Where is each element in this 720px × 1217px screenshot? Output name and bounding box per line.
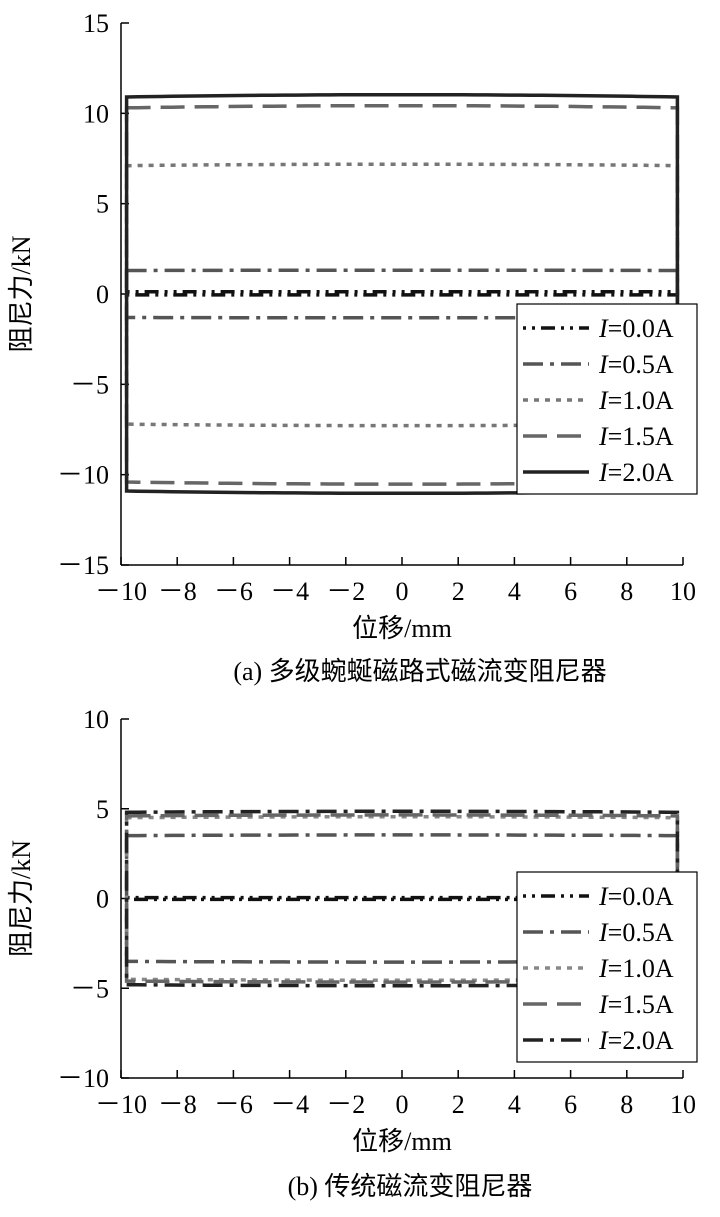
series-line-0 — [124, 290, 680, 297]
x-tick-label: 6 — [564, 577, 577, 606]
y-tick-label: －10 — [57, 1064, 109, 1093]
x-tick-label: 10 — [670, 577, 696, 606]
panel-a-caption: (a) 多级蜿蜒磁路式磁流变阻尼器 — [233, 657, 606, 686]
x-tick-label: －4 — [270, 1090, 309, 1119]
x-tick-label: －2 — [326, 1090, 365, 1119]
y-tick-label: －10 — [57, 461, 109, 490]
x-tick-label: －6 — [214, 1090, 253, 1119]
legend-label-2: I=1.0A — [598, 386, 674, 415]
legend-label-0: I=0.0A — [598, 314, 674, 343]
x-tick-label: －8 — [158, 1090, 197, 1119]
x-tick-label: －10 — [95, 1090, 147, 1119]
panel-b-chart: －10 －8 －6 －4 －2 0 2 4 6 8 10 －10 －5 0 5 10 位移/mm 阻尼力/kN I=… — [7, 705, 698, 1156]
series-line-2 — [124, 815, 680, 982]
y-tick-label: －5 — [70, 370, 109, 399]
legend-label-1: I=0.5A — [598, 918, 674, 947]
x-tick-label: 6 — [564, 1090, 577, 1119]
panel-b-caption: (b) 传统磁流变阻尼器 — [288, 1172, 533, 1201]
x-tick-label: －4 — [270, 577, 309, 606]
x-tick-label: 4 — [508, 1090, 521, 1119]
x-tick-label: －2 — [326, 577, 365, 606]
legend-label-4: I=2.0A — [598, 1026, 674, 1055]
y-tick-label: －15 — [57, 551, 109, 580]
legend-label-3: I=1.5A — [598, 990, 674, 1019]
legend-label-0: I=0.0A — [598, 882, 674, 911]
x-tick-label: 0 — [396, 577, 409, 606]
legend-label-2: I=1.0A — [598, 954, 674, 983]
y-tick-label: 10 — [83, 99, 109, 128]
x-tick-label: 8 — [620, 577, 633, 606]
y-tick-label: 0 — [96, 280, 109, 309]
x-tick-label: －10 — [95, 577, 147, 606]
x-tick-label: 10 — [670, 1090, 696, 1119]
x-axis-label: 位移/mm — [352, 614, 452, 643]
x-tick-label: 2 — [452, 1090, 465, 1119]
x-tick-label: －6 — [214, 577, 253, 606]
legend-label-4: I=2.0A — [598, 458, 674, 487]
x-tick-label: 4 — [508, 577, 521, 606]
y-tick-label: －5 — [70, 974, 109, 1003]
x-tick-label: 2 — [452, 577, 465, 606]
y-axis-label: 阻尼力/kN — [7, 840, 36, 957]
x-tick-label: －8 — [158, 577, 197, 606]
y-axis-label: 阻尼力/kN — [7, 235, 36, 352]
x-tick-label: 0 — [396, 1090, 409, 1119]
y-tick-label: 5 — [96, 795, 109, 824]
legend-label-1: I=0.5A — [598, 350, 674, 379]
panel-a-chart: －10 －8 －6 －4 －2 0 2 4 6 8 10－15－10－5051015位移/mm阻尼力… — [7, 9, 698, 643]
y-tick-label: 15 — [83, 9, 109, 38]
legend-label-3: I=1.5A — [598, 422, 674, 451]
y-tick-label: 5 — [96, 190, 109, 219]
series-line-2 — [124, 162, 680, 428]
x-tick-label: 8 — [620, 1090, 633, 1119]
y-tick-label: 0 — [96, 885, 109, 914]
x-axis-label: 位移/mm — [352, 1127, 452, 1156]
y-tick-label: 10 — [83, 705, 109, 734]
